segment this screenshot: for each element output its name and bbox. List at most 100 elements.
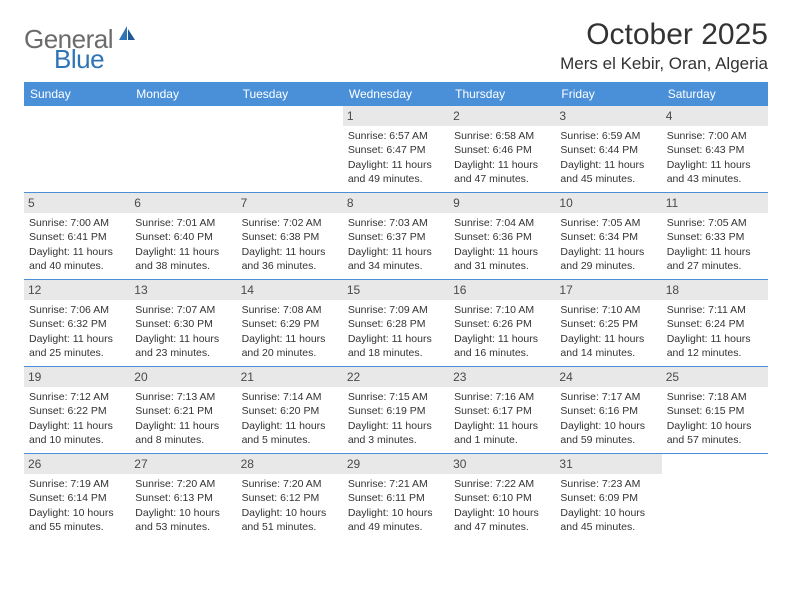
sunset-text: Sunset: 6:16 PM xyxy=(560,404,656,418)
day-cell: 18Sunrise: 7:11 AMSunset: 6:24 PMDayligh… xyxy=(662,280,768,366)
day-number: 12 xyxy=(24,280,130,300)
day-number: 25 xyxy=(662,367,768,387)
sunrise-text: Sunrise: 7:02 AM xyxy=(242,216,338,230)
day-cell: 19Sunrise: 7:12 AMSunset: 6:22 PMDayligh… xyxy=(24,367,130,453)
day-cell: 17Sunrise: 7:10 AMSunset: 6:25 PMDayligh… xyxy=(555,280,661,366)
sunset-text: Sunset: 6:21 PM xyxy=(135,404,231,418)
sunrise-text: Sunrise: 7:11 AM xyxy=(667,303,763,317)
day-number: 13 xyxy=(130,280,236,300)
daylight-text-2: and 49 minutes. xyxy=(348,520,444,534)
daylight-text: Daylight: 11 hours xyxy=(348,245,444,259)
daylight-text-2: and 29 minutes. xyxy=(560,259,656,273)
daylight-text: Daylight: 11 hours xyxy=(560,245,656,259)
sunset-text: Sunset: 6:32 PM xyxy=(29,317,125,331)
day-cell: 26Sunrise: 7:19 AMSunset: 6:14 PMDayligh… xyxy=(24,454,130,540)
week-row: 19Sunrise: 7:12 AMSunset: 6:22 PMDayligh… xyxy=(24,366,768,453)
sunset-text: Sunset: 6:43 PM xyxy=(667,143,763,157)
day-header-cell: Monday xyxy=(130,82,236,106)
daylight-text: Daylight: 11 hours xyxy=(454,419,550,433)
sunset-text: Sunset: 6:29 PM xyxy=(242,317,338,331)
day-cell: 29Sunrise: 7:21 AMSunset: 6:11 PMDayligh… xyxy=(343,454,449,540)
day-header-cell: Friday xyxy=(555,82,661,106)
daylight-text: Daylight: 11 hours xyxy=(29,245,125,259)
week-row: 1Sunrise: 6:57 AMSunset: 6:47 PMDaylight… xyxy=(24,106,768,192)
day-cell: 22Sunrise: 7:15 AMSunset: 6:19 PMDayligh… xyxy=(343,367,449,453)
sunrise-text: Sunrise: 7:01 AM xyxy=(135,216,231,230)
sunset-text: Sunset: 6:41 PM xyxy=(29,230,125,244)
sunset-text: Sunset: 6:36 PM xyxy=(454,230,550,244)
sunset-text: Sunset: 6:38 PM xyxy=(242,230,338,244)
daylight-text-2: and 51 minutes. xyxy=(242,520,338,534)
sunset-text: Sunset: 6:30 PM xyxy=(135,317,231,331)
day-number: 14 xyxy=(237,280,343,300)
day-cell: 30Sunrise: 7:22 AMSunset: 6:10 PMDayligh… xyxy=(449,454,555,540)
day-cell: 2Sunrise: 6:58 AMSunset: 6:46 PMDaylight… xyxy=(449,106,555,192)
day-cell xyxy=(237,106,343,192)
day-cell: 1Sunrise: 6:57 AMSunset: 6:47 PMDaylight… xyxy=(343,106,449,192)
daylight-text-2: and 12 minutes. xyxy=(667,346,763,360)
daylight-text-2: and 59 minutes. xyxy=(560,433,656,447)
daylight-text: Daylight: 11 hours xyxy=(667,158,763,172)
day-header-row: SundayMondayTuesdayWednesdayThursdayFrid… xyxy=(24,82,768,106)
day-cell: 27Sunrise: 7:20 AMSunset: 6:13 PMDayligh… xyxy=(130,454,236,540)
day-number: 1 xyxy=(343,106,449,126)
daylight-text: Daylight: 10 hours xyxy=(560,419,656,433)
sunrise-text: Sunrise: 6:59 AM xyxy=(560,129,656,143)
day-cell: 7Sunrise: 7:02 AMSunset: 6:38 PMDaylight… xyxy=(237,193,343,279)
daylight-text-2: and 10 minutes. xyxy=(29,433,125,447)
daylight-text: Daylight: 11 hours xyxy=(667,245,763,259)
day-number: 4 xyxy=(662,106,768,126)
day-cell: 24Sunrise: 7:17 AMSunset: 6:16 PMDayligh… xyxy=(555,367,661,453)
day-cell: 21Sunrise: 7:14 AMSunset: 6:20 PMDayligh… xyxy=(237,367,343,453)
sunrise-text: Sunrise: 7:13 AM xyxy=(135,390,231,404)
day-cell: 12Sunrise: 7:06 AMSunset: 6:32 PMDayligh… xyxy=(24,280,130,366)
day-number: 18 xyxy=(662,280,768,300)
sunrise-text: Sunrise: 7:14 AM xyxy=(242,390,338,404)
sunset-text: Sunset: 6:44 PM xyxy=(560,143,656,157)
day-number: 31 xyxy=(555,454,661,474)
daylight-text-2: and 8 minutes. xyxy=(135,433,231,447)
calendar: SundayMondayTuesdayWednesdayThursdayFrid… xyxy=(24,82,768,540)
day-cell: 14Sunrise: 7:08 AMSunset: 6:29 PMDayligh… xyxy=(237,280,343,366)
sunset-text: Sunset: 6:14 PM xyxy=(29,491,125,505)
daylight-text: Daylight: 11 hours xyxy=(135,419,231,433)
daylight-text-2: and 47 minutes. xyxy=(454,520,550,534)
sunset-text: Sunset: 6:25 PM xyxy=(560,317,656,331)
day-cell: 28Sunrise: 7:20 AMSunset: 6:12 PMDayligh… xyxy=(237,454,343,540)
day-number: 19 xyxy=(24,367,130,387)
day-cell: 6Sunrise: 7:01 AMSunset: 6:40 PMDaylight… xyxy=(130,193,236,279)
day-header-cell: Sunday xyxy=(24,82,130,106)
daylight-text: Daylight: 11 hours xyxy=(667,332,763,346)
sunset-text: Sunset: 6:22 PM xyxy=(29,404,125,418)
daylight-text: Daylight: 11 hours xyxy=(348,332,444,346)
daylight-text-2: and 57 minutes. xyxy=(667,433,763,447)
daylight-text: Daylight: 10 hours xyxy=(242,506,338,520)
sunrise-text: Sunrise: 7:05 AM xyxy=(667,216,763,230)
day-cell: 8Sunrise: 7:03 AMSunset: 6:37 PMDaylight… xyxy=(343,193,449,279)
sunset-text: Sunset: 6:28 PM xyxy=(348,317,444,331)
sunset-text: Sunset: 6:11 PM xyxy=(348,491,444,505)
day-number: 15 xyxy=(343,280,449,300)
sunset-text: Sunset: 6:47 PM xyxy=(348,143,444,157)
day-header-cell: Wednesday xyxy=(343,82,449,106)
day-cell: 23Sunrise: 7:16 AMSunset: 6:17 PMDayligh… xyxy=(449,367,555,453)
daylight-text-2: and 40 minutes. xyxy=(29,259,125,273)
day-cell: 31Sunrise: 7:23 AMSunset: 6:09 PMDayligh… xyxy=(555,454,661,540)
daylight-text: Daylight: 11 hours xyxy=(560,158,656,172)
sunset-text: Sunset: 6:37 PM xyxy=(348,230,444,244)
day-number: 7 xyxy=(237,193,343,213)
daylight-text: Daylight: 10 hours xyxy=(667,419,763,433)
sunset-text: Sunset: 6:40 PM xyxy=(135,230,231,244)
sunrise-text: Sunrise: 7:03 AM xyxy=(348,216,444,230)
day-header-cell: Saturday xyxy=(662,82,768,106)
day-header-cell: Thursday xyxy=(449,82,555,106)
sunrise-text: Sunrise: 7:00 AM xyxy=(667,129,763,143)
sunrise-text: Sunrise: 7:21 AM xyxy=(348,477,444,491)
logo-text-blue: Blue xyxy=(54,44,104,74)
day-number: 5 xyxy=(24,193,130,213)
day-number: 28 xyxy=(237,454,343,474)
daylight-text-2: and 36 minutes. xyxy=(242,259,338,273)
daylight-text: Daylight: 11 hours xyxy=(348,419,444,433)
daylight-text: Daylight: 10 hours xyxy=(560,506,656,520)
day-number: 29 xyxy=(343,454,449,474)
